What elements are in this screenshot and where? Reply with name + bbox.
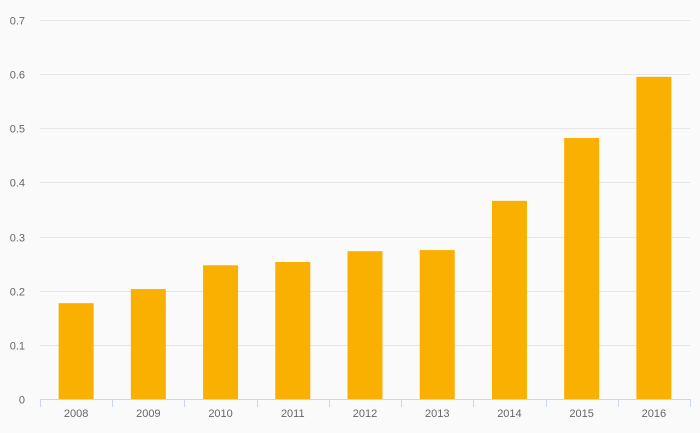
bar-2010[interactable] bbox=[203, 265, 239, 399]
x-tick-label: 2009 bbox=[136, 408, 160, 420]
axis-layer bbox=[40, 399, 691, 407]
y-tick-label: 0.4 bbox=[10, 178, 25, 190]
bar-2015[interactable] bbox=[564, 138, 600, 399]
y-tick-label: 0.6 bbox=[10, 70, 25, 82]
labels-layer: 0 0.1 0.2 0.3 0.4 0.5 0.6 0.7 2008 2009 2010 2011 20… bbox=[10, 16, 666, 421]
y-tick-label: 0.3 bbox=[10, 233, 25, 245]
bar-2012[interactable] bbox=[347, 251, 383, 399]
x-tick-label: 2012 bbox=[353, 408, 377, 420]
bars-layer bbox=[58, 76, 672, 399]
x-tick-label: 2011 bbox=[281, 408, 305, 420]
x-tick-label: 2013 bbox=[425, 408, 449, 420]
y-tick-label: 0.2 bbox=[10, 287, 25, 299]
x-tick-label: 2008 bbox=[64, 408, 88, 420]
x-tick-label: 2015 bbox=[569, 408, 593, 420]
bar-2009[interactable] bbox=[130, 289, 166, 399]
bar-2011[interactable] bbox=[275, 262, 311, 399]
y-tick-label: 0.7 bbox=[10, 16, 25, 28]
bar-2013[interactable] bbox=[419, 250, 455, 399]
y-tick-label: 0 bbox=[19, 395, 25, 407]
x-tick-label: 2014 bbox=[497, 408, 521, 420]
bar-2014[interactable] bbox=[491, 200, 527, 399]
x-tick-label: 2010 bbox=[208, 408, 232, 420]
y-tick-label: 0.1 bbox=[10, 341, 25, 353]
x-tick-label: 2016 bbox=[642, 408, 666, 420]
bar-2008[interactable] bbox=[58, 303, 94, 399]
y-tick-label: 0.5 bbox=[10, 124, 25, 136]
bar-2016[interactable] bbox=[636, 76, 672, 399]
